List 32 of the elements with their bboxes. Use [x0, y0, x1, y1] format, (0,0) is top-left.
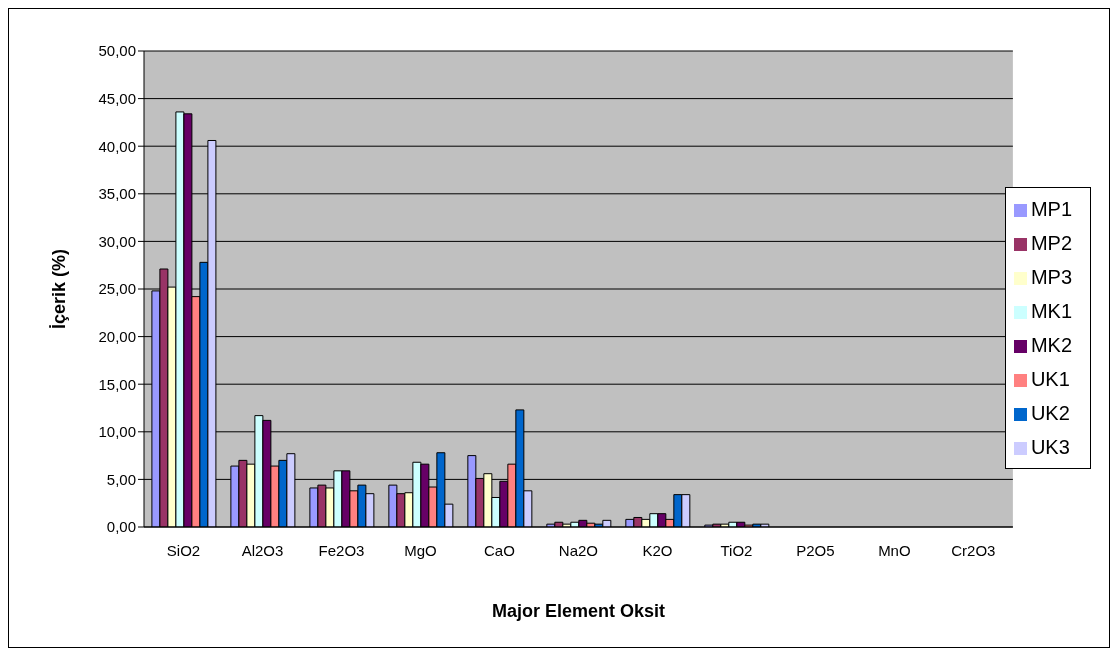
x-tick-label: MnO — [878, 541, 911, 559]
legend-label: UK2 — [1030, 402, 1070, 424]
legend-label: MP2 — [1030, 232, 1072, 254]
y-axis-title: İçerik (%) — [49, 248, 70, 330]
x-tick-label: MgO — [404, 541, 437, 559]
x-tick-label: K2O — [642, 541, 673, 559]
legend-label: MK1 — [1030, 300, 1072, 322]
x-tick-label: CaO — [484, 541, 515, 559]
y-tick-label: 50,00 — [98, 42, 136, 60]
x-tick-label: Cr2O3 — [951, 541, 996, 559]
legend-label: MP3 — [1030, 266, 1072, 288]
x-tick-label: SiO2 — [166, 541, 201, 559]
y-tick-label: 0,00 — [106, 518, 136, 536]
y-tick-label: 30,00 — [98, 232, 136, 250]
x-tick-label: Fe2O3 — [318, 541, 365, 559]
x-tick-label: Al2O3 — [241, 541, 284, 559]
legend-label: UK3 — [1030, 436, 1070, 458]
x-tick-label: TiO2 — [720, 541, 753, 559]
y-tick-label: 20,00 — [98, 327, 136, 345]
legend-label: MP1 — [1030, 198, 1072, 220]
y-tick-label: 35,00 — [98, 185, 136, 203]
legend-label: UK1 — [1030, 368, 1070, 390]
y-tick-label: 15,00 — [98, 375, 136, 393]
x-tick-label: P2O5 — [796, 541, 835, 559]
y-tick-label: 5,00 — [106, 470, 136, 488]
legend-label: MK2 — [1030, 334, 1072, 356]
x-axis-title: Major Element Oksit — [491, 601, 665, 621]
y-tick-label: 45,00 — [98, 89, 136, 107]
y-tick-label: 10,00 — [98, 423, 136, 441]
y-tick-label: 25,00 — [98, 280, 136, 298]
y-tick-label: 40,00 — [98, 137, 136, 155]
x-tick-label: Na2O — [558, 541, 599, 559]
